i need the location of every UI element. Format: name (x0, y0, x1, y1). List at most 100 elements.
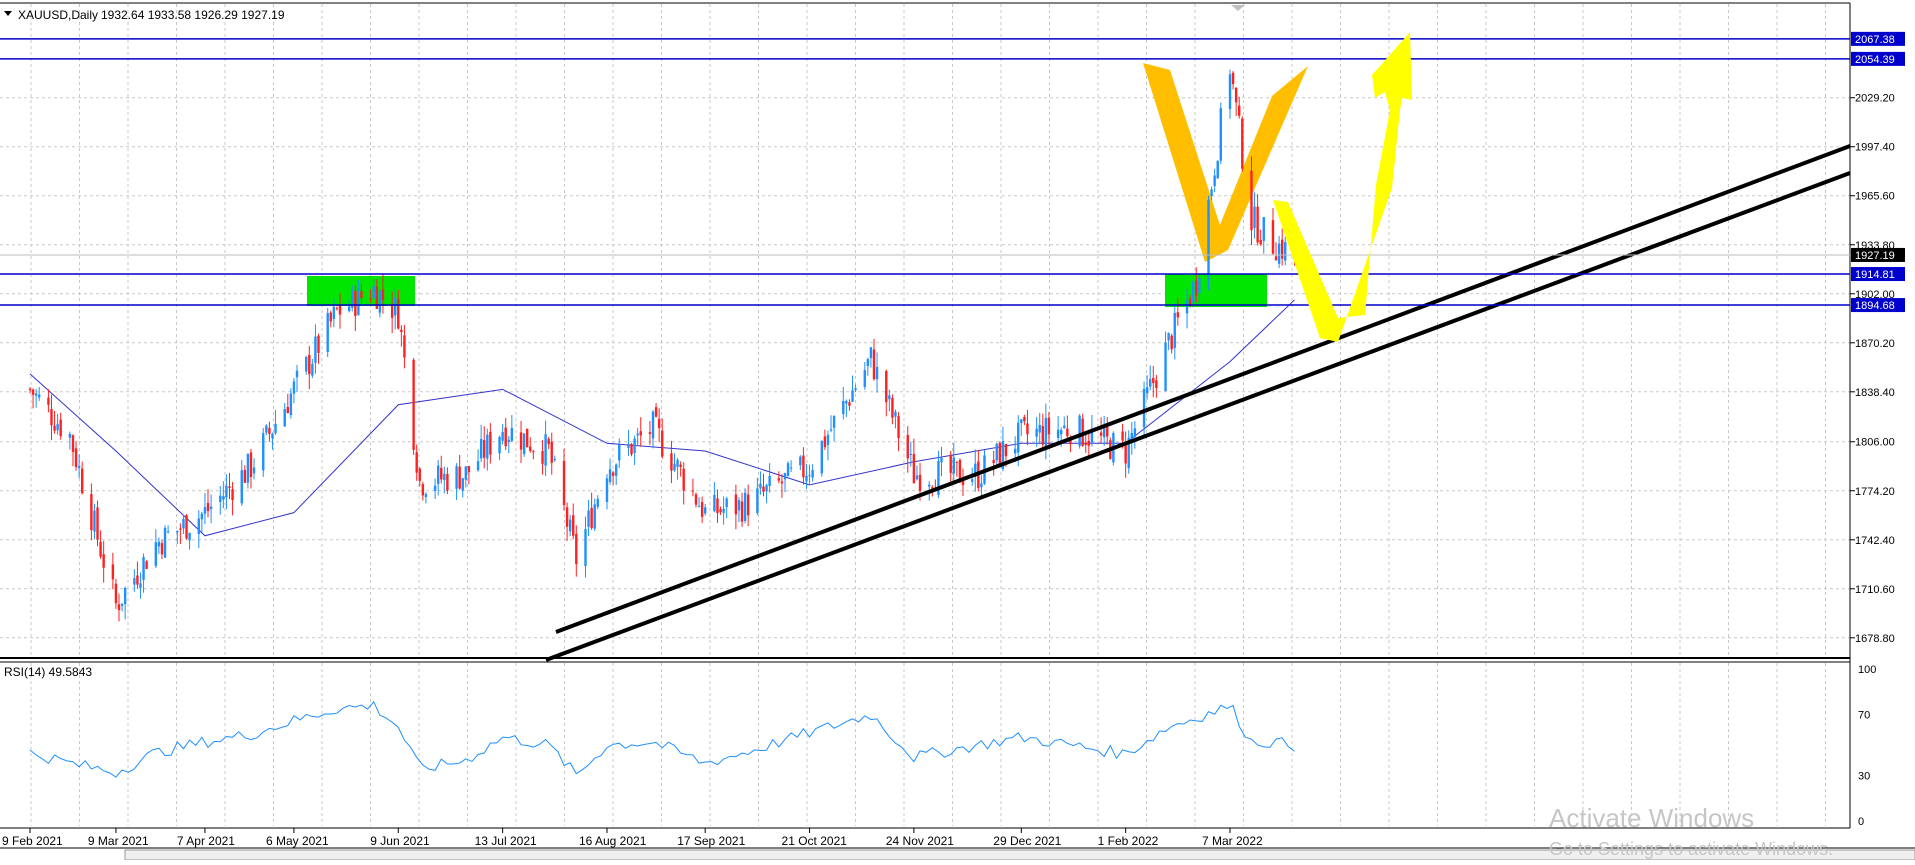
candle-body[interactable] (1173, 312, 1176, 348)
candle-body[interactable] (568, 519, 572, 532)
candle-body[interactable] (639, 431, 642, 436)
candle-body[interactable] (845, 400, 848, 404)
candle-body[interactable] (654, 407, 658, 417)
candle-body[interactable] (1216, 160, 1219, 179)
candle-body[interactable] (802, 455, 805, 478)
candle-body[interactable] (786, 463, 790, 477)
candle-body[interactable] (31, 389, 35, 395)
candle-body[interactable] (703, 507, 707, 514)
candle-body[interactable] (1207, 199, 1210, 282)
candle-body[interactable] (421, 484, 425, 496)
candle-body[interactable] (1145, 387, 1149, 394)
candle-body[interactable] (1188, 298, 1192, 306)
candle-body[interactable] (102, 554, 105, 568)
candle-body[interactable] (185, 515, 188, 539)
candle-body[interactable] (289, 393, 293, 416)
candle-body[interactable] (1210, 189, 1213, 196)
candle-body[interactable] (734, 494, 738, 515)
candle-body[interactable] (114, 583, 118, 604)
candle-body[interactable] (906, 435, 909, 459)
projection-arrow-shape[interactable] (1273, 32, 1412, 342)
candle-body[interactable] (928, 484, 931, 487)
candle-body[interactable] (651, 411, 655, 439)
lower-trendline[interactable] (545, 171, 1851, 662)
candle-body[interactable] (372, 286, 375, 299)
candle-body[interactable] (59, 419, 62, 437)
candle-body[interactable] (1133, 428, 1137, 437)
candle-body[interactable] (1090, 429, 1094, 443)
candle-body[interactable] (627, 443, 630, 448)
candle-body[interactable] (1280, 239, 1284, 259)
candle-body[interactable] (974, 463, 977, 477)
candle-body[interactable] (1191, 281, 1195, 303)
candle-body[interactable] (219, 495, 222, 503)
candle-body[interactable] (565, 507, 569, 527)
candle-body[interactable] (998, 442, 1002, 467)
candle-body[interactable] (584, 529, 587, 567)
candle-body[interactable] (719, 509, 722, 513)
candle-body[interactable] (848, 402, 851, 406)
candle-body[interactable] (931, 487, 934, 489)
candle-body[interactable] (1241, 118, 1244, 169)
candle-body[interactable] (694, 494, 698, 505)
candle-body[interactable] (1020, 419, 1023, 424)
candle-body[interactable] (842, 400, 845, 415)
candle-body[interactable] (670, 453, 673, 471)
candle-body[interactable] (596, 498, 599, 507)
candle-body[interactable] (394, 297, 397, 316)
candle-body[interactable] (1284, 242, 1287, 261)
candle-body[interactable] (1238, 105, 1241, 116)
candle-body[interactable] (1004, 443, 1008, 457)
candle-body[interactable] (461, 478, 464, 491)
candle-body[interactable] (608, 469, 612, 482)
candle-body[interactable] (529, 446, 532, 452)
candle-body[interactable] (522, 433, 526, 455)
candle-body[interactable] (436, 465, 440, 485)
candle-body[interactable] (476, 461, 480, 471)
candle-body[interactable] (142, 557, 145, 580)
candle-body[interactable] (866, 359, 870, 367)
candle-body[interactable] (80, 468, 84, 494)
candle-body[interactable] (722, 508, 725, 513)
candle-body[interactable] (611, 472, 615, 476)
candle-body[interactable] (354, 290, 357, 316)
candle-body[interactable] (768, 475, 771, 487)
candle-body[interactable] (572, 515, 575, 536)
candle-body[interactable] (200, 513, 204, 520)
candle-body[interactable] (139, 583, 142, 588)
candle-body[interactable] (504, 427, 507, 447)
candle-body[interactable] (274, 423, 277, 434)
candle-body[interactable] (443, 473, 446, 481)
candle-body[interactable] (805, 475, 808, 482)
candle-body[interactable] (268, 427, 271, 434)
candle-body[interactable] (117, 604, 121, 611)
candle-body[interactable] (756, 488, 759, 514)
candle-body[interactable] (93, 510, 96, 532)
candle-body[interactable] (123, 587, 127, 605)
candle-body[interactable] (1023, 416, 1026, 422)
candle-body[interactable] (1044, 417, 1048, 448)
candle-body[interactable] (1198, 277, 1201, 294)
candle-body[interactable] (949, 454, 952, 473)
candle-body[interactable] (375, 286, 379, 309)
candle-body[interactable] (909, 453, 913, 455)
candle-body[interactable] (676, 459, 679, 467)
candle-body[interactable] (630, 444, 633, 455)
candle-body[interactable] (955, 461, 959, 463)
rsi-line[interactable] (29, 700, 1295, 778)
candle-body[interactable] (1084, 442, 1087, 445)
candle-body[interactable] (240, 470, 243, 504)
candle-body[interactable] (1176, 312, 1180, 318)
candle-body[interactable] (826, 434, 830, 446)
candle-body[interactable] (765, 485, 768, 492)
candle-body[interactable] (1219, 108, 1222, 161)
candle-body[interactable] (197, 518, 200, 535)
candle-body[interactable] (1026, 423, 1029, 435)
candle-body[interactable] (179, 528, 182, 530)
candle-body[interactable] (222, 496, 225, 500)
candle-body[interactable] (68, 433, 72, 438)
candle-body[interactable] (145, 561, 148, 569)
candle-body[interactable] (1259, 239, 1262, 245)
candle-body[interactable] (501, 431, 504, 441)
candle-body[interactable] (120, 603, 124, 606)
